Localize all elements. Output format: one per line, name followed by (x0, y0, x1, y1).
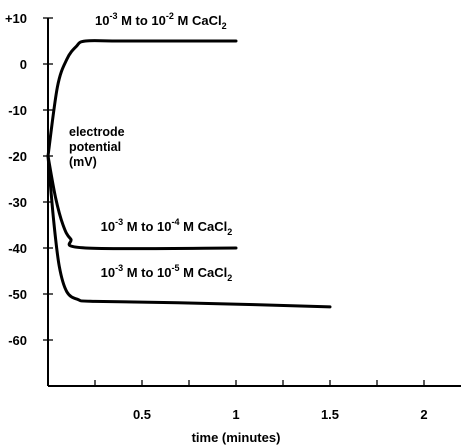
series-label-part: -3 (109, 11, 117, 21)
series-label-part: M CaCl (180, 219, 228, 234)
series-label-part: 2 (227, 273, 232, 283)
y-tick-label: -20 (8, 149, 27, 164)
y-tick-label: -40 (8, 241, 27, 256)
y-tick-label: +10 (5, 11, 27, 26)
series-label-part: -3 (115, 217, 123, 227)
x-tick-label: 1 (232, 407, 239, 422)
y-axis-label: electrode potential (mV) (69, 125, 125, 169)
series-label-part: 10 (101, 219, 115, 234)
y-axis-label-line: electrode (69, 125, 125, 139)
y-tick-label: -60 (8, 333, 27, 348)
series-label-part: 2 (227, 227, 232, 237)
y-tick-label: -50 (8, 287, 27, 302)
series-curve-2 (46, 154, 238, 251)
series-label-part: 10 (101, 265, 115, 280)
series-label-3: 10-3 M to 10-5 M CaCl2 (101, 263, 233, 283)
series-label-part: M CaCl (174, 13, 222, 28)
x-tick-label: 1.5 (321, 407, 339, 422)
series-label-part: M to 10 (123, 219, 171, 234)
series-label-part: -2 (166, 11, 174, 21)
series-label-part: -4 (172, 217, 180, 227)
series-label-part: -5 (172, 263, 180, 273)
y-tick-label: -10 (8, 103, 27, 118)
y-axis-ticks: +10 0 -10 -20 -30 -40 -50 -60 (5, 11, 53, 348)
y-tick-label: -30 (8, 195, 27, 210)
x-tick-label: 0.5 (133, 407, 151, 422)
x-axis-ticks: 0.5 1 1.5 2 (94, 380, 428, 422)
series-label-part: M CaCl (180, 265, 228, 280)
y-axis-label-line: potential (69, 140, 121, 154)
series-label-1: 10-3 M to 10-2 M CaCl2 (95, 11, 227, 31)
series-label-part: 10 (95, 13, 109, 28)
series-curves (46, 39, 332, 309)
series-label-part: M to 10 (117, 13, 165, 28)
series-curve-3 (46, 154, 332, 309)
y-axis-label-line: (mV) (69, 155, 97, 169)
series-label-2: 10-3 M to 10-4 M CaCl2 (101, 217, 233, 237)
x-tick-label: 2 (420, 407, 427, 422)
series-curve-1 (46, 39, 238, 158)
series-label-part: M to 10 (123, 265, 171, 280)
series-label-part: -3 (115, 263, 123, 273)
y-tick-label: 0 (20, 57, 27, 72)
x-axis-label: time (minutes) (192, 430, 281, 445)
series-label-part: 2 (222, 21, 227, 31)
